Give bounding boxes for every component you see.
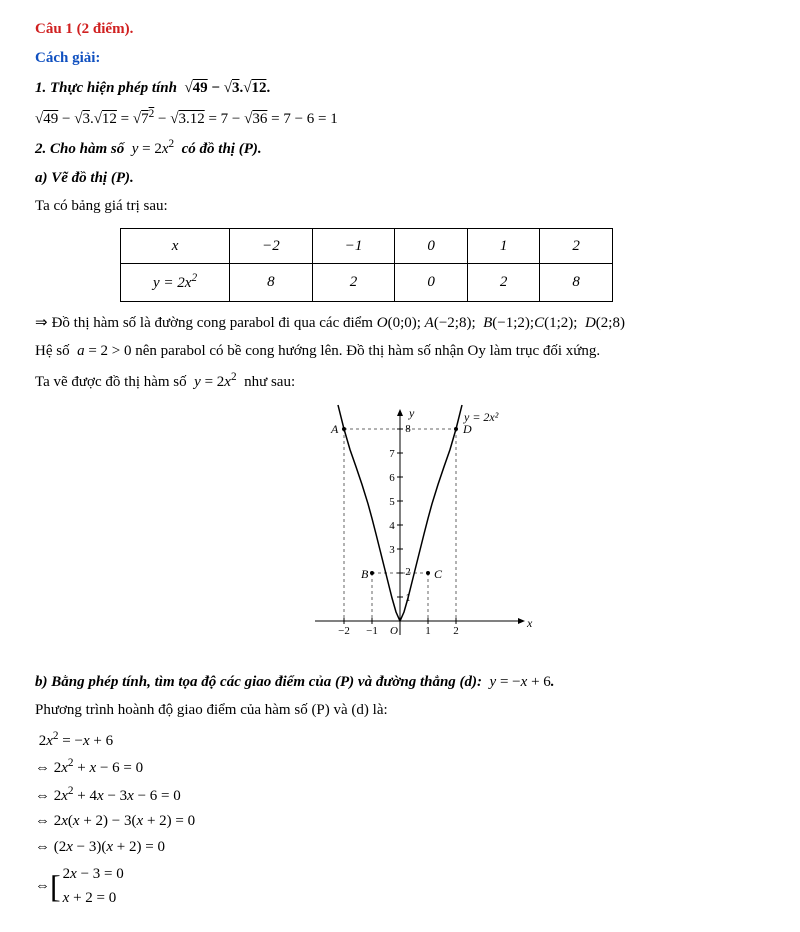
- part2a-label: a) Vẽ đồ thị (P).: [35, 167, 765, 190]
- svg-text:8: 8: [405, 423, 411, 435]
- cell: 2: [312, 264, 395, 302]
- cell: −1: [312, 228, 395, 264]
- parabola-chart: y x 1 2 3 4 5 6 7 8 −2 −1 O 1 2: [35, 403, 765, 661]
- part1-instruction: 1. Thực hiện phép tính √49 − √3.√12.: [35, 77, 765, 100]
- svg-text:2: 2: [453, 625, 459, 637]
- eq-step: ⇔ 2x(x + 2) − 3(x + 2) = 0: [35, 810, 765, 833]
- eq-step: ⇔ (2x − 3)(x + 2) = 0: [35, 836, 765, 859]
- bracket-cases: ⇔ [ 2x − 3 = 0 x + 2 = 0: [35, 862, 765, 910]
- solution-label: Cách giải:: [35, 47, 765, 70]
- table-row: y = 2x2 8 2 0 2 8: [121, 264, 613, 302]
- svg-text:x: x: [526, 616, 533, 630]
- cell: 1: [467, 228, 540, 264]
- svg-text:3: 3: [389, 544, 395, 556]
- svg-text:−2: −2: [338, 625, 350, 637]
- cell: 2: [540, 228, 613, 264]
- table-intro: Ta có bảng giá trị sau:: [35, 195, 765, 218]
- intersection-intro: Phương trình hoành độ giao điểm của hàm …: [35, 699, 765, 722]
- eq-step: 2x2 = −x + 6: [35, 728, 765, 753]
- cell: 2: [467, 264, 540, 302]
- eq-label: y = 2x²: [463, 410, 499, 424]
- svg-text:y: y: [408, 406, 415, 420]
- svg-text:−1: −1: [366, 625, 378, 637]
- eq-step: ⇔ 2x2 + x − 6 = 0: [35, 755, 765, 780]
- value-table: x −2 −1 0 1 2 y = 2x2 8 2 0 2 8: [120, 228, 613, 302]
- svg-text:B: B: [361, 567, 369, 581]
- svg-text:7: 7: [389, 448, 395, 460]
- svg-text:5: 5: [389, 496, 395, 508]
- draw-text: Ta vẽ được đồ thị hàm số y = 2x2 như sau…: [35, 369, 765, 394]
- svg-text:6: 6: [389, 472, 395, 484]
- points-description: ⇒Đồ thị hàm số là đường cong parabol đi …: [35, 312, 765, 335]
- coefficient-text: Hệ số a = 2 > 0 nên parabol có bề cong h…: [35, 340, 765, 363]
- parabola-svg: y x 1 2 3 4 5 6 7 8 −2 −1 O 1 2: [255, 403, 545, 653]
- case-a: 2x − 3 = 0: [63, 863, 124, 886]
- svg-text:C: C: [434, 567, 443, 581]
- question-title: Câu 1 (2 điểm).: [35, 18, 765, 41]
- cell: x: [121, 228, 230, 264]
- cell: 0: [395, 264, 468, 302]
- cell: 8: [230, 264, 313, 302]
- eq-step: ⇔ 2x2 + 4x − 3x − 6 = 0: [35, 783, 765, 808]
- cell: 8: [540, 264, 613, 302]
- svg-text:4: 4: [389, 520, 395, 532]
- svg-text:2: 2: [405, 566, 411, 578]
- cell: 0: [395, 228, 468, 264]
- svg-text:1: 1: [425, 625, 431, 637]
- cell: y = 2x2: [121, 264, 230, 302]
- left-bracket-icon: [: [50, 872, 61, 901]
- part2-instruction: 2. Cho hàm số y = 2x2 có đồ thị (P).: [35, 136, 765, 161]
- table-row: x −2 −1 0 1 2: [121, 228, 613, 264]
- svg-text:O: O: [390, 625, 398, 637]
- svg-text:1: 1: [405, 592, 411, 604]
- part1-calc: √49 − √3.√12 = √72 − √3.12 = 7 − √36 = 7…: [35, 106, 765, 131]
- svg-text:D: D: [462, 422, 472, 436]
- part2b-label: b) Bằng phép tính, tìm tọa độ các giao đ…: [35, 671, 765, 694]
- cell: −2: [230, 228, 313, 264]
- svg-text:A: A: [330, 422, 339, 436]
